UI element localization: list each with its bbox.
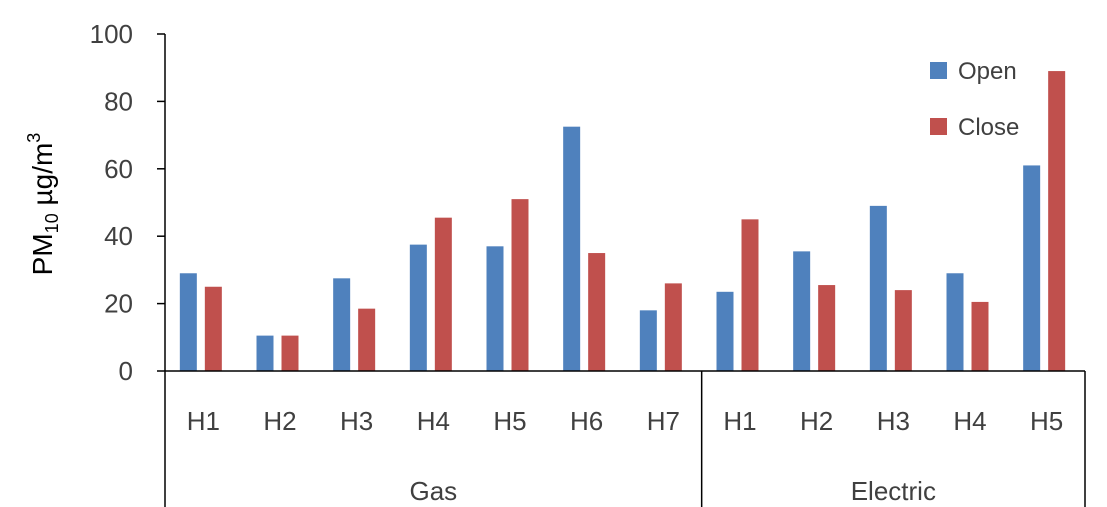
bar-close-9 xyxy=(894,290,912,371)
bar-open-2 xyxy=(333,278,351,371)
legend-label-open: Open xyxy=(958,58,1017,85)
bar-open-7 xyxy=(716,291,734,371)
plot-area: 0 20 40 60 80 100 H1 H2 H3 H4 H5 H6 H7 H1 H2 H3 H4 H5 Gas E… xyxy=(90,19,1086,507)
legend-swatch-close xyxy=(930,118,947,135)
bar-close-6 xyxy=(664,283,682,371)
bar-close-7 xyxy=(741,219,759,371)
bar-open-0 xyxy=(179,273,197,371)
x-tick-label-6: H7 xyxy=(647,406,680,436)
y-tick-label-1: 20 xyxy=(104,289,133,319)
bar-open-5 xyxy=(563,126,581,371)
y-tick-label-4: 80 xyxy=(104,86,133,116)
group-label-0: Gas xyxy=(409,476,457,506)
x-tick-label-7: H1 xyxy=(723,406,756,436)
y-axis-title: PM10 µg/m3 xyxy=(24,133,62,276)
y-tick-label-0: 0 xyxy=(119,356,133,386)
legend-swatch-open xyxy=(930,62,947,79)
bar-open-3 xyxy=(409,244,427,371)
x-tick-label-4: H5 xyxy=(493,406,526,436)
x-tick-label-8: H2 xyxy=(800,406,833,436)
x-tick-label-9: H3 xyxy=(877,406,910,436)
bar-open-11 xyxy=(1023,165,1041,371)
x-tick-label-0: H1 xyxy=(187,406,220,436)
bar-close-0 xyxy=(204,286,222,371)
bar-close-10 xyxy=(971,301,989,371)
bar-open-4 xyxy=(486,246,504,371)
y-tick-label-5: 100 xyxy=(90,19,133,49)
bar-open-8 xyxy=(793,251,811,371)
bar-close-11 xyxy=(1048,71,1066,371)
y-axis-title-subscript: 10 xyxy=(42,213,62,233)
bar-close-3 xyxy=(434,217,452,371)
x-tick-label-5: H6 xyxy=(570,406,603,436)
x-tick-label-3: H4 xyxy=(417,406,450,436)
group-label-1: Electric xyxy=(851,476,936,506)
bar-open-9 xyxy=(869,205,887,371)
bar-close-4 xyxy=(511,199,529,371)
legend-label-close: Close xyxy=(958,114,1019,141)
x-tick-label-10: H4 xyxy=(953,406,986,436)
y-axis-title-unit: µg/m xyxy=(27,143,58,214)
y-tick-label-2: 40 xyxy=(104,221,133,251)
y-axis-title-superscript: 3 xyxy=(24,133,44,143)
bar-close-5 xyxy=(588,253,606,371)
bar-close-2 xyxy=(358,308,376,371)
x-tick-label-1: H2 xyxy=(263,406,296,436)
y-axis-title-main: PM xyxy=(27,233,58,275)
y-tick-label-3: 60 xyxy=(104,154,133,184)
legend: Open Close xyxy=(930,58,1019,141)
bar-close-1 xyxy=(281,335,299,371)
bar-close-8 xyxy=(818,285,836,371)
bar-open-10 xyxy=(946,273,964,371)
bar-open-1 xyxy=(256,335,274,371)
x-tick-label-11: H5 xyxy=(1030,406,1063,436)
x-tick-label-2: H3 xyxy=(340,406,373,436)
bar-open-6 xyxy=(639,310,657,371)
